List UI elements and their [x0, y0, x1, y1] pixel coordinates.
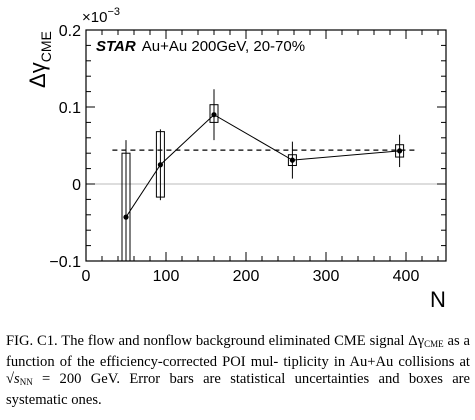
x-axis-title: N — [430, 287, 446, 312]
data-marks — [121, 89, 405, 262]
series-line — [125, 114, 400, 218]
plot-frame-rect — [85, 29, 447, 262]
y-multiplier-base: ×10 — [82, 9, 107, 26]
chart-figure: 0 100 200 300 400 −0.1 0 0.1 0.2 ΔγCME ×10−3 N S… — [25, 6, 447, 312]
reference-lines — [86, 149, 446, 185]
x-tick-label: 300 — [313, 268, 340, 285]
axis-ticks: 0 100 200 300 400−0.100.10.2 — [49, 23, 446, 285]
caption-text-2: signal Δγ — [369, 333, 425, 349]
chart-svg: 0 100 200 300 400−0.100.10.2 ΔγCME ×10−3 N S… — [25, 6, 447, 312]
data-point — [289, 157, 295, 163]
y-tick-label: 0 — [72, 177, 81, 194]
annotation-experiment: STAR — [96, 38, 136, 55]
y-axis-title: ΔγCME — [25, 31, 54, 88]
x-tick-label: 400 — [393, 268, 420, 285]
y-tick-label: 0.2 — [59, 23, 81, 40]
data-point — [157, 162, 163, 168]
y-axis-title-subscript: CME — [38, 31, 54, 62]
y-multiplier: ×10−3 — [82, 6, 120, 26]
caption-subscript-cme: CME — [424, 339, 444, 349]
x-tick-label: 0 — [82, 268, 91, 285]
y-axis-title-main: Δγ — [25, 62, 50, 88]
data-point — [211, 112, 217, 118]
caption-text-1: The flow and nonflow background eliminat… — [61, 333, 366, 349]
data-point — [397, 148, 403, 154]
caption-text-5: = 200 GeV. Error bars — [32, 371, 194, 387]
caption-text-4: tiplicity in Au+Au collisions at — [283, 353, 470, 370]
plot-frame — [85, 29, 447, 262]
data-point — [123, 214, 129, 220]
y-tick-label: 0.1 — [59, 100, 81, 117]
y-tick-label: −0.1 — [49, 254, 81, 271]
caption-text-3: as a function of the efficiency-correcte… — [6, 333, 470, 370]
chart-annotation: STAR Au+Au 200GeV, 20-70% — [96, 38, 305, 55]
caption-sqrt-s: √s — [6, 371, 20, 387]
x-tick-label: 100 — [153, 268, 180, 285]
y-multiplier-exponent: −3 — [107, 6, 120, 18]
caption-label: FIG. C1. — [6, 333, 58, 349]
caption-sqrt: √sNN — [6, 371, 33, 387]
annotation-dataset: Au+Au 200GeV, 20-70% — [142, 38, 305, 55]
x-tick-label: 200 — [233, 268, 260, 285]
caption-text-6: are statistical uncertainties and boxes … — [6, 371, 471, 408]
figure-caption: FIG. C1. The flow and nonflow background… — [6, 333, 470, 409]
caption-subscript-nn: NN — [19, 377, 33, 387]
